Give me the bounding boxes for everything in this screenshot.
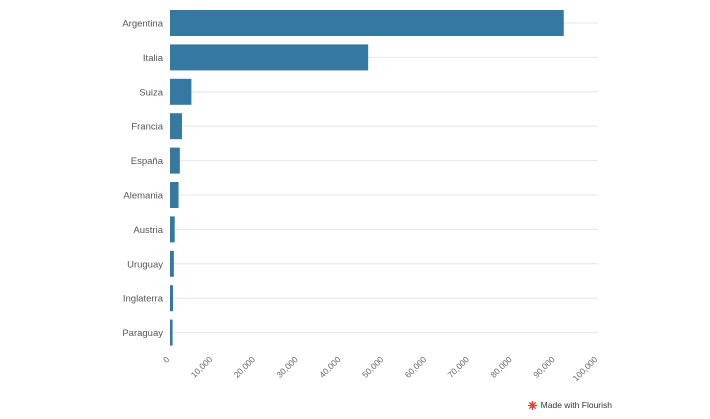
category-label: Alemania [123,191,163,202]
category-label: Austria [133,225,163,236]
x-tick-label: 30,000 [274,354,300,380]
x-tick-label: 0 [161,354,172,365]
category-label: Uruguay [127,259,163,270]
bar-francia[interactable] [170,113,182,140]
category-label: Francia [131,122,163,133]
x-tick-label: 60,000 [403,354,429,380]
flourish-credit-text: Made with Flourish [540,400,612,410]
x-tick-label: 80,000 [488,354,514,380]
x-tick-label: 70,000 [446,354,472,380]
category-label: España [131,156,164,167]
x-tick-label: 100,000 [571,354,600,383]
x-tick-label: 90,000 [531,354,557,380]
category-label: Italia [143,53,164,64]
category-label: Suiza [139,87,163,98]
flourish-credit[interactable]: Made with Flourish [527,400,612,410]
x-tick-label: 10,000 [189,354,215,380]
bar-paraguay[interactable] [170,319,173,346]
bar-austria[interactable] [170,216,175,243]
category-labels: Argentina Italia Suiza Francia España Alemani… [122,19,163,340]
bar-inglaterra[interactable] [170,285,173,312]
bar-españa[interactable] [170,147,180,174]
x-axis-ticks: 0 10,000 20,000 30,000 40,000 50,000 60,000 70,… [161,354,600,383]
x-tick-label: 20,000 [232,354,258,380]
flourish-logo-icon [527,400,537,410]
x-tick-label: 50,000 [360,354,386,380]
category-label: Inglaterra [123,294,164,305]
x-tick-label: 40,000 [317,354,343,380]
bars [170,10,564,346]
category-label: Argentina [122,19,163,30]
bar-suiza[interactable] [170,78,192,105]
bar-alemania[interactable] [170,182,179,208]
bar-uruguay[interactable] [170,250,174,277]
bar-italia[interactable] [170,44,369,71]
bar-argentina[interactable] [170,10,564,36]
category-label: Paraguay [122,328,163,339]
